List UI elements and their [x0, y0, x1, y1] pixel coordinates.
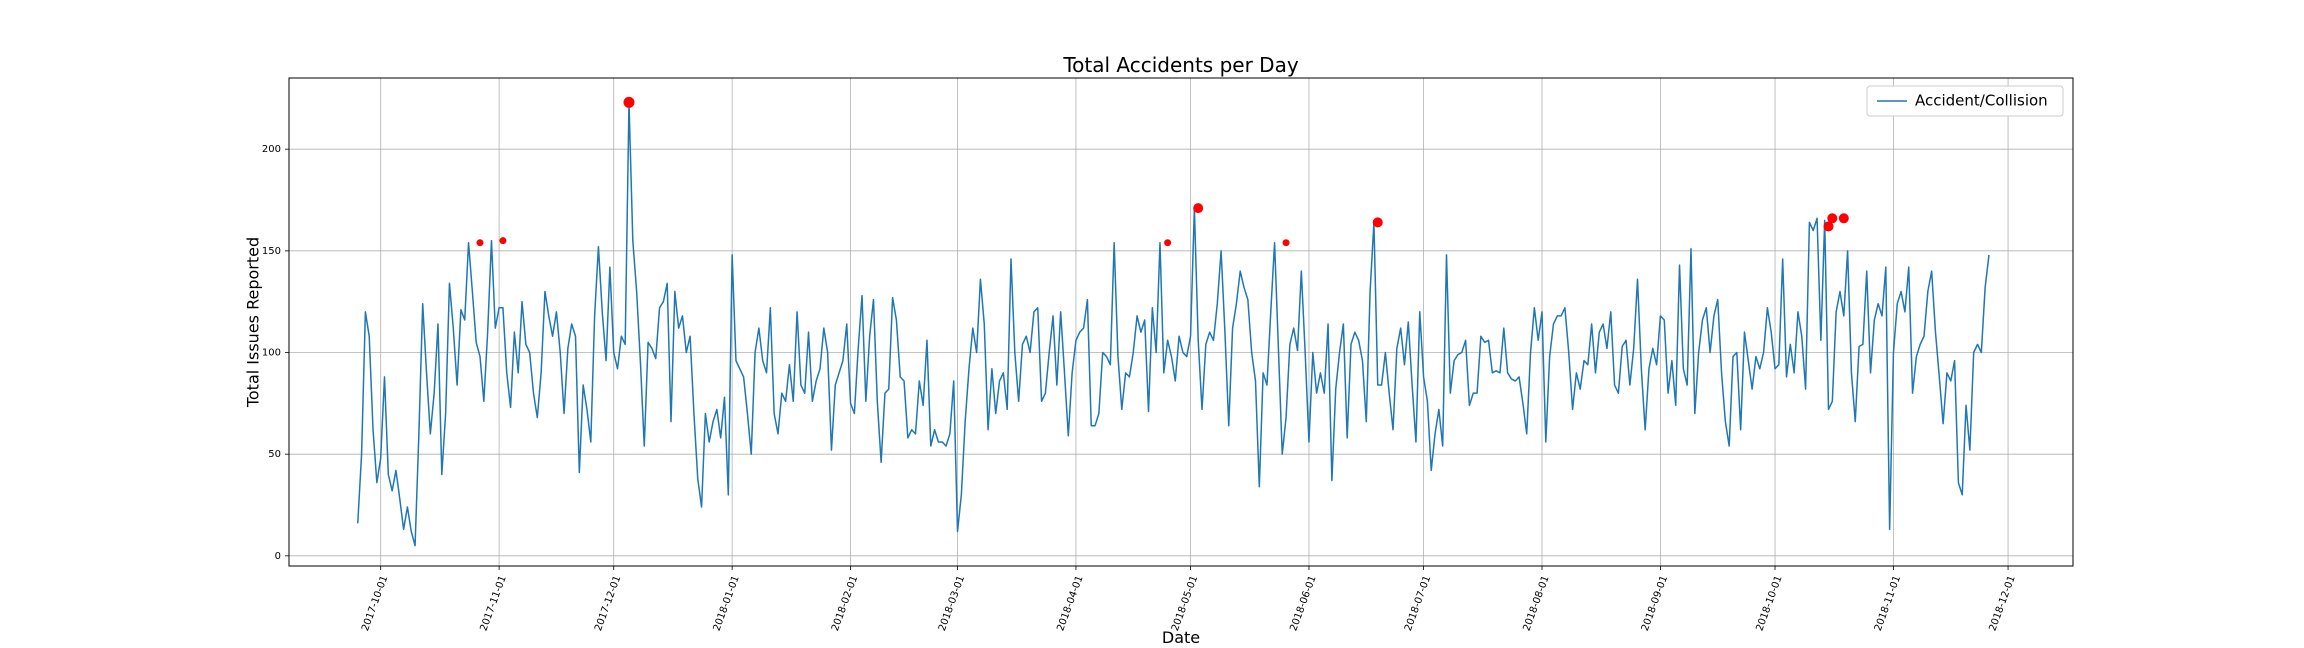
legend-entry-accident-collision: Accident/Collision [1915, 92, 2048, 110]
chart-title: Total Accidents per Day [1062, 53, 1298, 77]
line-layer [357, 101, 1990, 547]
y-tick-label: 50 [268, 449, 281, 460]
x-tick-label: 2017-12-01 [593, 574, 623, 632]
y-axis-label: Total Issues Reported [244, 237, 263, 408]
x-tick-label: 2018-12-01 [1987, 574, 2017, 632]
x-tick-label: 2018-05-01 [1170, 574, 1200, 632]
x-tick-label: 2018-02-01 [830, 574, 860, 632]
plot-frame [288, 77, 2074, 567]
x-axis-label: Date [1162, 628, 1200, 647]
x-tick-label: 2018-07-01 [1403, 574, 1433, 632]
outlier-marker [476, 239, 484, 247]
legend-box [1866, 85, 2064, 117]
x-tick-label: 2018-11-01 [1873, 574, 1903, 632]
x-axis-ticks: 2017-10-01 2017-11-01 2017-12-01 2018-01-01… [360, 566, 2018, 633]
outlier-marker [1164, 239, 1172, 247]
outlier-marker [499, 237, 507, 245]
outlier-marker [1827, 213, 1838, 224]
y-tick-label: 200 [262, 144, 281, 155]
x-tick-label: 2018-04-01 [1055, 574, 1085, 632]
x-tick-label: 2018-01-01 [712, 574, 742, 632]
x-tick-label: 2017-11-01 [479, 574, 509, 632]
y-tick-label: 100 [262, 348, 281, 359]
y-tick-label: 0 [275, 551, 281, 562]
y-axis-ticks: 0 50 100 150 200 [262, 144, 289, 562]
outlier-marker [1372, 217, 1383, 228]
x-tick-label: 2018-08-01 [1521, 574, 1551, 632]
grid-layer [289, 78, 2073, 566]
legend: Accident/Collision [1866, 85, 2064, 117]
x-tick-label: 2018-09-01 [1640, 574, 1670, 632]
x-tick-label: 2018-06-01 [1288, 574, 1318, 632]
x-tick-label: 2017-10-01 [360, 574, 390, 632]
x-tick-label: 2018-10-01 [1754, 574, 1784, 632]
series-line-accident-collision [357, 101, 1990, 547]
outlier-layer [476, 96, 1849, 247]
y-tick-label: 150 [262, 246, 281, 257]
outlier-marker [1193, 203, 1204, 214]
x-tick-label: 2018-03-01 [937, 574, 967, 632]
outlier-marker [623, 96, 635, 108]
outlier-marker [1282, 239, 1290, 247]
outlier-marker [1838, 213, 1849, 224]
outlier-marker [1823, 221, 1834, 232]
